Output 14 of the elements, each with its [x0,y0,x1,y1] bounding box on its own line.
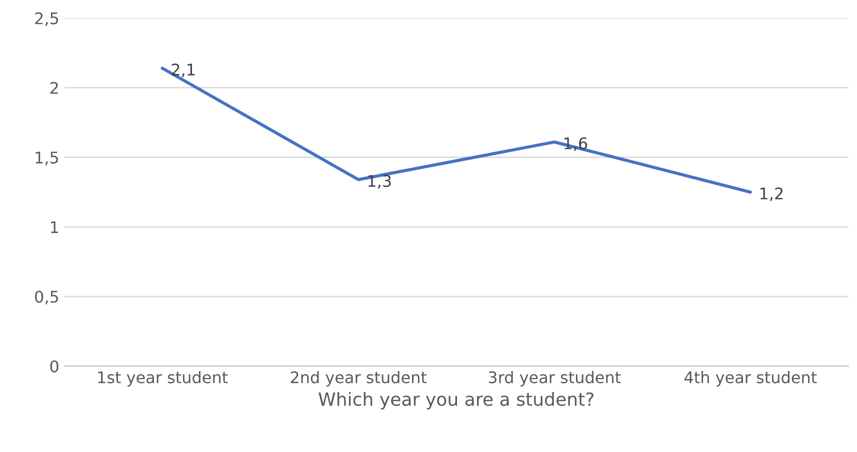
y-tick-label: 0 [50,360,58,372]
x-tick-label: 3rd year student [488,370,621,386]
y-tick-label: 2 [50,82,58,94]
x-tick-label: 4th year student [684,370,817,386]
data-label: 1,2 [760,187,783,202]
y-tick-label: 1 [51,221,58,233]
data-label: 1,3 [368,174,391,189]
x-tick-label: 1st year student [98,370,228,386]
y-tick-label: 0,5 [35,290,58,304]
x-axis-title: Which year you are a student? [318,392,594,410]
y-tick-label: 2,5 [35,12,58,26]
y-tick-label: 1,5 [36,152,58,166]
x-tick-label: 2nd year student [290,370,427,386]
data-label: 2,1 [172,64,195,78]
